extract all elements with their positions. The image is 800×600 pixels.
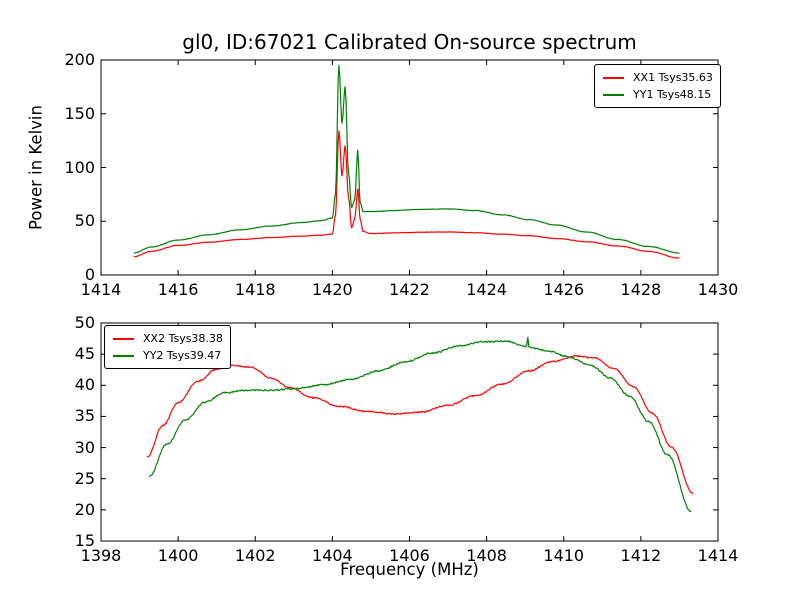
x-tick-label: 1416	[157, 280, 199, 299]
x-tick-label: 1402	[234, 546, 276, 565]
x-tick-label: 1408	[466, 546, 507, 565]
x-tick-label: 1400	[157, 546, 199, 565]
legend-item-label: XX2 Tsys38.38	[143, 332, 223, 345]
legend-item-label: XX1 Tsys35.63	[633, 71, 713, 84]
legend-item-label: YY2 Tsys39.47	[143, 349, 222, 362]
y-tick-label: 200	[64, 50, 95, 69]
y-tick-label: 45	[74, 344, 95, 364]
legend-item: YY2 Tsys39.47	[113, 347, 223, 364]
x-tick-label: 1422	[389, 280, 430, 299]
y-tick-label: 0	[84, 265, 95, 284]
x-tick-label: 1430	[697, 280, 739, 299]
y-tick-label: 100	[64, 157, 95, 177]
legend-item: XX2 Tsys38.38	[113, 330, 223, 347]
y-tick-label: 50	[74, 211, 95, 231]
series-line-XX2	[146, 354, 694, 495]
legend-item: XX1 Tsys35.63	[603, 69, 713, 86]
y-tick-label: 25	[74, 468, 95, 488]
legend-line-sample	[603, 76, 624, 79]
y-tick-label: 40	[74, 375, 95, 395]
series-line-XX1	[133, 130, 680, 259]
x-tick-label: 1414	[80, 280, 122, 299]
y-tick-label: 15	[74, 531, 95, 550]
series-line-YY2	[148, 336, 692, 513]
legend-line-sample	[113, 337, 134, 340]
legend-bottom-chart: XX2 Tsys38.38 YY2 Tsys39.47	[104, 325, 231, 369]
x-tick-label: 1418	[234, 280, 276, 299]
y-axis-label: Power in Kelvin	[26, 105, 46, 230]
x-tick-label: 1414	[697, 546, 739, 565]
legend-top-chart: XX1 Tsys35.63 YY1 Tsys48.15	[594, 64, 721, 108]
y-tick-label: 50	[74, 313, 95, 332]
x-tick-label: 1406	[389, 546, 430, 565]
x-axis-label: Frequency (MHz)	[340, 560, 479, 579]
y-tick-label: 30	[74, 437, 95, 457]
x-tick-label: 1426	[543, 280, 585, 299]
legend-item-label: YY1 Tsys48.15	[633, 88, 712, 101]
legend-line-sample	[113, 354, 134, 357]
x-tick-label: 1412	[620, 546, 662, 565]
x-tick-label: 1428	[620, 280, 662, 299]
x-tick-label: 1424	[466, 280, 507, 299]
legend-line-sample	[603, 93, 624, 96]
y-tick-label: 20	[74, 499, 95, 519]
y-tick-label: 150	[64, 103, 95, 123]
y-tick-label: 35	[74, 406, 95, 426]
x-tick-label: 1410	[543, 546, 585, 565]
x-tick-label: 1420	[312, 280, 353, 299]
chart-title: gl0, ID:67021 Calibrated On-source spect…	[182, 30, 637, 54]
series-line-YY1	[133, 64, 680, 254]
x-tick-label: 1398	[80, 546, 122, 565]
legend-item: YY1 Tsys48.15	[603, 86, 713, 103]
x-tick-label: 1404	[312, 546, 353, 565]
